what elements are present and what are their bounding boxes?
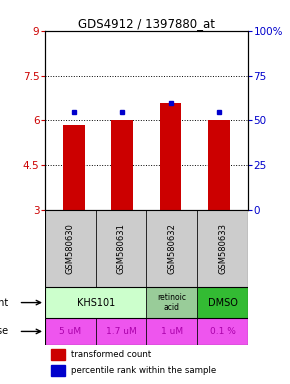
- Bar: [208, 121, 230, 210]
- Text: GSM580630: GSM580630: [66, 223, 75, 274]
- Bar: [197, 318, 248, 345]
- Text: GSM580631: GSM580631: [117, 223, 126, 274]
- Bar: [96, 210, 146, 287]
- Bar: [197, 210, 248, 287]
- Bar: [45, 287, 146, 318]
- Text: agent: agent: [0, 298, 8, 308]
- Bar: [51, 349, 65, 360]
- Title: GDS4912 / 1397880_at: GDS4912 / 1397880_at: [78, 17, 215, 30]
- Text: GSM580632: GSM580632: [167, 223, 176, 274]
- Text: GSM580633: GSM580633: [218, 223, 227, 274]
- Text: retinoic
acid: retinoic acid: [157, 293, 186, 312]
- Bar: [45, 318, 96, 345]
- Bar: [51, 365, 65, 376]
- Bar: [146, 318, 197, 345]
- Text: 5 uM: 5 uM: [59, 327, 81, 336]
- Text: 1.7 uM: 1.7 uM: [106, 327, 137, 336]
- Text: 1 uM: 1 uM: [161, 327, 183, 336]
- Bar: [96, 318, 146, 345]
- Text: DMSO: DMSO: [208, 298, 238, 308]
- Bar: [146, 287, 197, 318]
- Bar: [146, 210, 197, 287]
- Bar: [45, 210, 96, 287]
- Text: dose: dose: [0, 326, 8, 336]
- Bar: [197, 287, 248, 318]
- Text: 0.1 %: 0.1 %: [210, 327, 235, 336]
- Text: percentile rank within the sample: percentile rank within the sample: [71, 366, 217, 375]
- Text: KHS101: KHS101: [77, 298, 115, 308]
- Text: transformed count: transformed count: [71, 350, 152, 359]
- Bar: [63, 125, 85, 210]
- Bar: [160, 103, 182, 210]
- Bar: [111, 121, 133, 210]
